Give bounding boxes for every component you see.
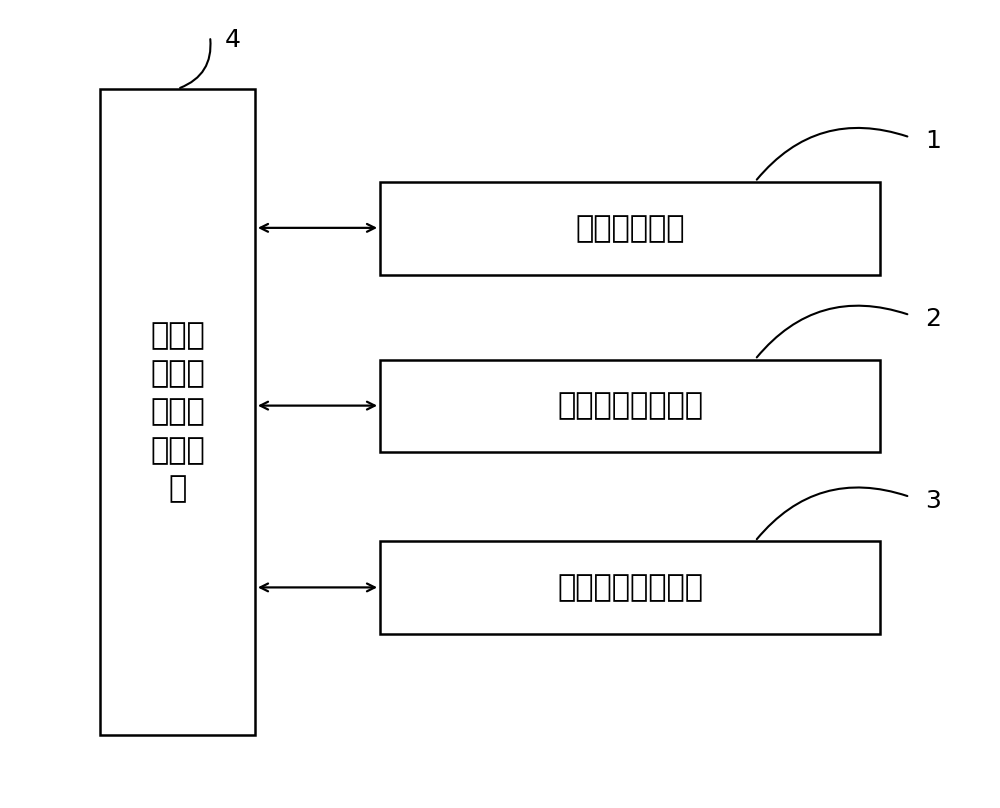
Text: 地震波
引信系
统中央
控制模
块: 地震波 引信系 统中央 控制模 块 <box>150 321 205 503</box>
Text: 自检结果显示模块: 自检结果显示模块 <box>557 574 703 602</box>
Text: 4: 4 <box>225 28 241 53</box>
Bar <box>100 89 255 735</box>
Bar <box>380 360 880 452</box>
Text: 自检控制模块: 自检控制模块 <box>575 214 685 242</box>
Text: 3: 3 <box>925 489 941 513</box>
Text: 自检信号生成模块: 自检信号生成模块 <box>557 392 703 420</box>
Text: 1: 1 <box>925 129 941 154</box>
Bar <box>380 182 880 275</box>
Text: 2: 2 <box>925 307 941 331</box>
Bar <box>380 541 880 634</box>
